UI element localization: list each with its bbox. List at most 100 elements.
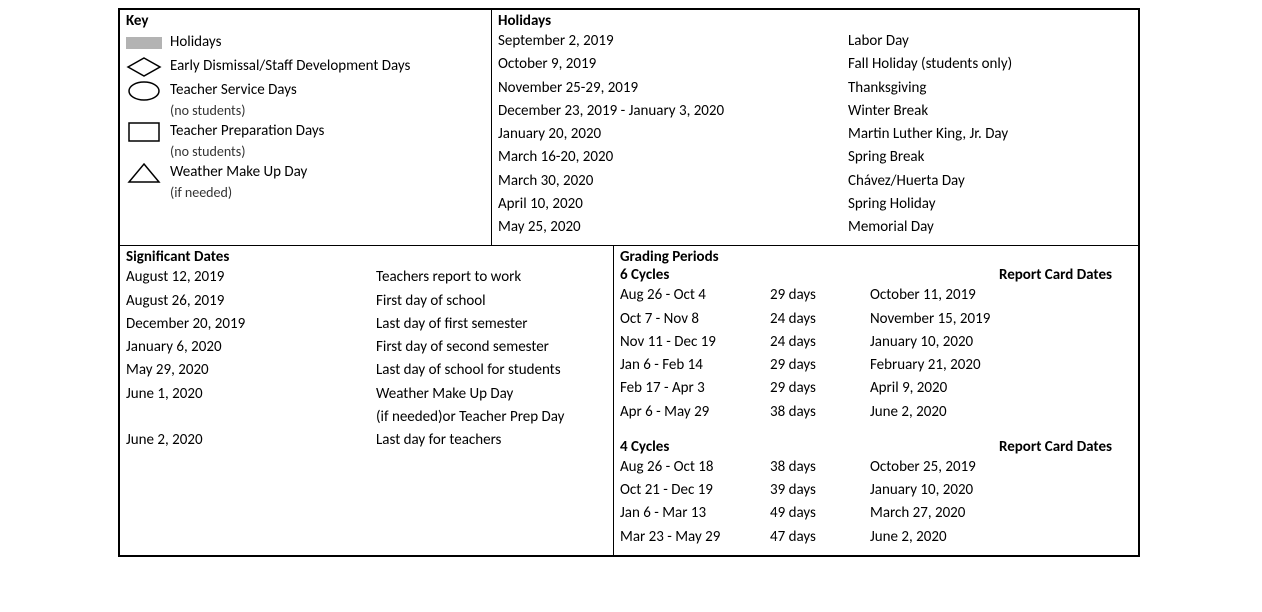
key-item-label: Holidays (170, 32, 221, 52)
holiday-name: Spring Break (848, 146, 1132, 169)
grading-days: 24 days (770, 331, 870, 354)
grading-range: Apr 6 - May 29 (620, 401, 770, 424)
ellipse-icon (126, 80, 162, 102)
significant-title: Significant Dates (126, 248, 607, 266)
significant-list: August 12, 2019Teachers report to workAu… (126, 266, 607, 452)
triangle-icon (126, 162, 162, 184)
holiday-name: Fall Holiday (students only) (848, 53, 1132, 76)
key-item-label: Weather Make Up Day (170, 162, 307, 182)
key-item-label: Teacher Service Days (170, 80, 297, 100)
grading-days: 49 days (770, 502, 870, 525)
holiday-date: December 23, 2019 - January 3, 2020 (498, 100, 838, 123)
significant-date: December 20, 2019 (126, 313, 366, 336)
holiday-date: April 10, 2020 (498, 193, 838, 216)
significant-desc: Last day for teachers (376, 429, 607, 452)
grading-row: Feb 17 - Apr 329 daysApril 9, 2020 (620, 377, 1132, 400)
holiday-date: March 30, 2020 (498, 170, 838, 193)
calendar-info-table: Key Holidays Early Dismissal/Staff Develo… (118, 8, 1140, 557)
six-cycles-list: Aug 26 - Oct 429 daysOctober 11, 2019Oct… (620, 284, 1132, 424)
holiday-date: September 2, 2019 (498, 30, 838, 53)
six-cycles-title: 6 Cycles (620, 266, 669, 284)
grading-cell: Grading Periods 6 Cycles Report Card Dat… (614, 246, 1138, 555)
holiday-date: November 25-29, 2019 (498, 77, 838, 100)
key-cell: Key Holidays Early Dismissal/Staff Develo… (120, 10, 492, 246)
grading-days: 38 days (770, 456, 870, 479)
holiday-name: Labor Day (848, 30, 1132, 53)
significant-date: August 26, 2019 (126, 290, 366, 313)
grading-row: Jan 6 - Mar 1349 daysMarch 27, 2020 (620, 502, 1132, 525)
grading-report-date: October 25, 2019 (870, 456, 1132, 479)
key-item-sub: (no students) (170, 102, 485, 119)
grading-report-date: June 2, 2020 (870, 526, 1132, 549)
key-title: Key (126, 12, 485, 30)
key-items-list: Holidays Early Dismissal/Staff Developmen… (126, 32, 485, 201)
rect-icon (126, 121, 162, 143)
grading-report-date: January 10, 2020 (870, 479, 1132, 502)
holiday-date: March 16-20, 2020 (498, 146, 838, 169)
key-item: Teacher Preparation Days (126, 121, 485, 143)
holidays-list: September 2, 2019 Labor Day October 9, 201… (498, 30, 1132, 239)
significant-cell: Significant Dates August 12, 2019Teacher… (120, 246, 614, 555)
grading-report-date: April 9, 2020 (870, 377, 1132, 400)
holiday-name: Martin Luther King, Jr. Day (848, 123, 1132, 146)
canvas: Key Holidays Early Dismissal/Staff Develo… (0, 0, 1262, 612)
grading-report-date: November 15, 2019 (870, 308, 1132, 331)
significant-desc: First day of second semester (376, 336, 607, 359)
top-row: Key Holidays Early Dismissal/Staff Develo… (120, 10, 1138, 246)
grading-days: 29 days (770, 354, 870, 377)
grading-row: Mar 23 - May 2947 daysJune 2, 2020 (620, 526, 1132, 549)
grading-report-date: June 2, 2020 (870, 401, 1132, 424)
grading-range: Feb 17 - Apr 3 (620, 377, 770, 400)
six-cycles-header: 6 Cycles Report Card Dates (620, 266, 1132, 284)
grading-report-date: January 10, 2020 (870, 331, 1132, 354)
significant-date: May 29, 2020 (126, 359, 366, 382)
key-item: Weather Make Up Day (126, 162, 485, 184)
key-item: Holidays (126, 32, 485, 54)
grading-days: 29 days (770, 284, 870, 307)
grading-row: Oct 7 - Nov 824 daysNovember 15, 2019 (620, 308, 1132, 331)
holiday-name: Memorial Day (848, 216, 1132, 239)
six-cycles-rcd: Report Card Dates (999, 266, 1132, 284)
holiday-name: Chávez/Huerta Day (848, 170, 1132, 193)
grading-range: Mar 23 - May 29 (620, 526, 770, 549)
holiday-name: Winter Break (848, 100, 1132, 123)
grading-range: Oct 21 - Dec 19 (620, 479, 770, 502)
significant-date: June 2, 2020 (126, 429, 366, 452)
grading-range: Jan 6 - Mar 13 (620, 502, 770, 525)
significant-desc: Last day of school for students (376, 359, 607, 382)
grading-row: Aug 26 - Oct 429 daysOctober 11, 2019 (620, 284, 1132, 307)
holidays-title: Holidays (498, 12, 1132, 30)
significant-desc: First day of school (376, 290, 607, 313)
significant-date (126, 406, 366, 429)
grading-report-date: March 27, 2020 (870, 502, 1132, 525)
significant-date: August 12, 2019 (126, 266, 366, 289)
triangle-icon (126, 162, 162, 184)
grading-days: 24 days (770, 308, 870, 331)
grading-row: Oct 21 - Dec 1939 daysJanuary 10, 2020 (620, 479, 1132, 502)
grading-range: Jan 6 - Feb 14 (620, 354, 770, 377)
grading-row: Nov 11 - Dec 1924 daysJanuary 10, 2020 (620, 331, 1132, 354)
grading-days: 47 days (770, 526, 870, 549)
key-item-sub: (no students) (170, 143, 485, 160)
diamond-icon (126, 56, 162, 78)
significant-desc: (if needed)or Teacher Prep Day (376, 406, 607, 429)
grading-report-date: February 21, 2020 (870, 354, 1132, 377)
grading-range: Aug 26 - Oct 18 (620, 456, 770, 479)
holiday-date: October 9, 2019 (498, 53, 838, 76)
grading-range: Aug 26 - Oct 4 (620, 284, 770, 307)
grading-report-date: October 11, 2019 (870, 284, 1132, 307)
key-item-label: Early Dismissal/Staff Development Days (170, 56, 410, 76)
ellipse-icon (126, 80, 162, 102)
rect-icon (126, 121, 162, 143)
holiday-icon (126, 35, 162, 51)
grading-range: Nov 11 - Dec 19 (620, 331, 770, 354)
bottom-row: Significant Dates August 12, 2019Teacher… (120, 246, 1138, 555)
grading-title: Grading Periods (620, 248, 1132, 266)
grading-row: Apr 6 - May 2938 daysJune 2, 2020 (620, 401, 1132, 424)
significant-desc: Weather Make Up Day (376, 383, 607, 406)
holiday-date: January 20, 2020 (498, 123, 838, 146)
significant-desc: Last day of first semester (376, 313, 607, 336)
key-item: Teacher Service Days (126, 80, 485, 102)
holiday-date: May 25, 2020 (498, 216, 838, 239)
four-cycles-rcd: Report Card Dates (999, 438, 1132, 456)
